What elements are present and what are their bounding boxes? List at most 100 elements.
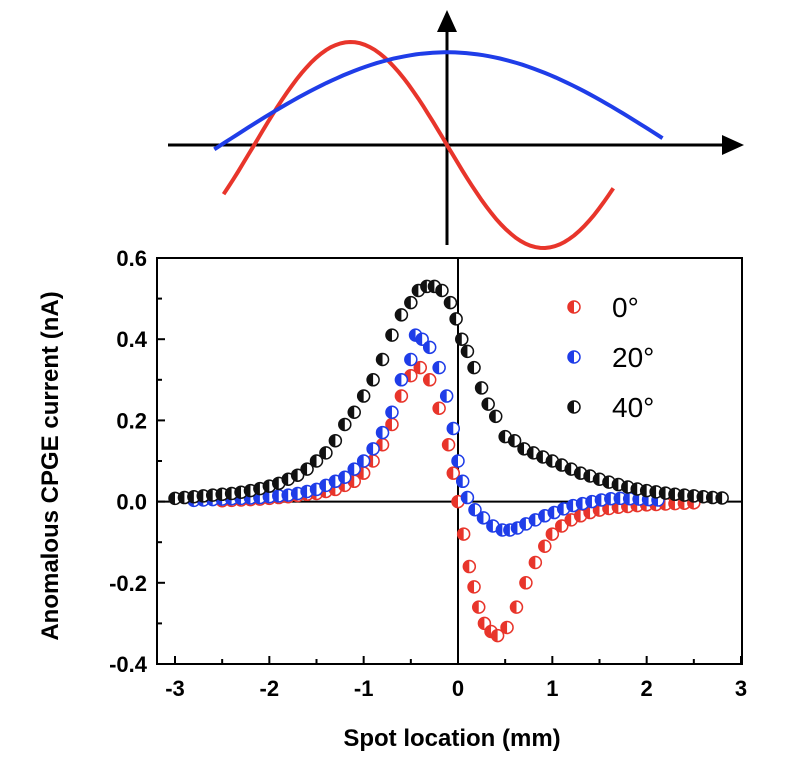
data-point [366,373,380,387]
waveform-schematic [168,10,744,251]
data-point [347,405,361,420]
data-point [449,312,463,326]
data-point [622,492,637,506]
data-point [467,360,481,375]
x-tick-label: 0 [452,676,464,701]
data-point [460,344,475,359]
data-point [490,628,505,643]
data-point [446,421,461,436]
data-point [455,474,470,489]
data-point [394,373,409,387]
data-point [432,360,446,375]
data-point [385,417,399,432]
y-tick-label: 0.6 [116,246,147,271]
data-point [347,462,361,476]
data-point [705,490,720,505]
data-point [658,486,673,500]
data-point [262,489,277,504]
data-point [290,468,305,482]
x-tick-label: -1 [354,676,374,701]
data-point [394,308,409,322]
data-point [481,397,495,411]
data-point [519,576,533,590]
data-point [472,600,486,614]
data-point [451,454,465,468]
data-point [196,489,211,503]
x-tick-label: -2 [260,676,280,701]
data-point [687,489,701,503]
data-point [385,328,399,342]
data-point [538,539,552,554]
data-point [338,470,352,484]
red-sine-curve [221,39,615,251]
data-point [404,352,418,367]
data-point [476,511,491,525]
data-point [366,442,380,456]
data-point [356,389,371,403]
data-point [462,559,477,574]
legend: 0° 20° 40° [567,292,654,423]
data-point [394,389,409,403]
y-tick-label: -0.2 [109,571,147,596]
data-point [415,332,429,346]
y-tick-label: 0.0 [116,490,147,515]
x-tick-label: -3 [165,676,185,701]
legend-label: 40° [612,392,654,423]
data-point [404,295,418,310]
data-point [441,438,456,452]
schematic-y-arrow-icon [437,10,457,32]
x-tick-label: 2 [641,676,653,701]
legend-marker [567,300,581,314]
data-point [715,491,729,505]
data-point [500,620,514,635]
x-tick-label: 3 [735,676,747,701]
blue-cosine-curve [213,50,664,151]
data-point [385,405,399,420]
data-point [602,475,616,489]
data-point [677,488,692,502]
data-point [468,502,482,517]
x-axis-ticks: -3 -2 -1 0 1 2 3 [165,656,747,701]
data-point [503,523,517,537]
legend-marker [567,350,581,364]
data-point [566,498,580,513]
data-point [456,527,471,541]
data-point [488,409,503,424]
data-point [467,580,481,594]
y-axis-ticks: -0.4 -0.2 0.0 0.2 0.4 0.6 [109,246,165,677]
data-point [338,417,352,432]
y-tick-label: 0.4 [116,327,147,352]
data-point [446,466,461,480]
data-point [507,433,522,448]
data-point [413,360,428,375]
x-tick-label: 1 [546,676,558,701]
data-points [168,279,729,643]
legend-label: 20° [612,342,654,373]
data-point [422,340,437,355]
data-point [300,462,314,476]
data-point [455,332,469,346]
data-point [205,488,220,502]
data-point [509,600,524,614]
data-point [422,373,437,387]
y-tick-label: 0.2 [116,408,147,433]
data-point [439,389,454,403]
legend-marker [567,400,581,414]
data-point [443,295,458,310]
data-point [309,454,324,468]
data-point [555,519,569,533]
y-tick-label: -0.4 [109,652,148,677]
data-point [328,433,343,448]
data-point [632,492,646,506]
data-point [435,283,449,298]
data-point [545,527,560,541]
y-axis-title: Anomalous CPGE current (nA) [37,291,64,640]
data-point [177,490,192,505]
legend-label: 0° [612,292,639,323]
data-point [474,381,489,395]
data-point [528,555,543,570]
cpge-chart: -3 -2 -1 0 1 2 3 -0.4 -0.2 0.0 0.2 0.4 0.6 0° 20° 40°… [37,246,747,752]
x-axis-title: Spot location (mm) [343,725,560,752]
data-point [356,454,371,468]
